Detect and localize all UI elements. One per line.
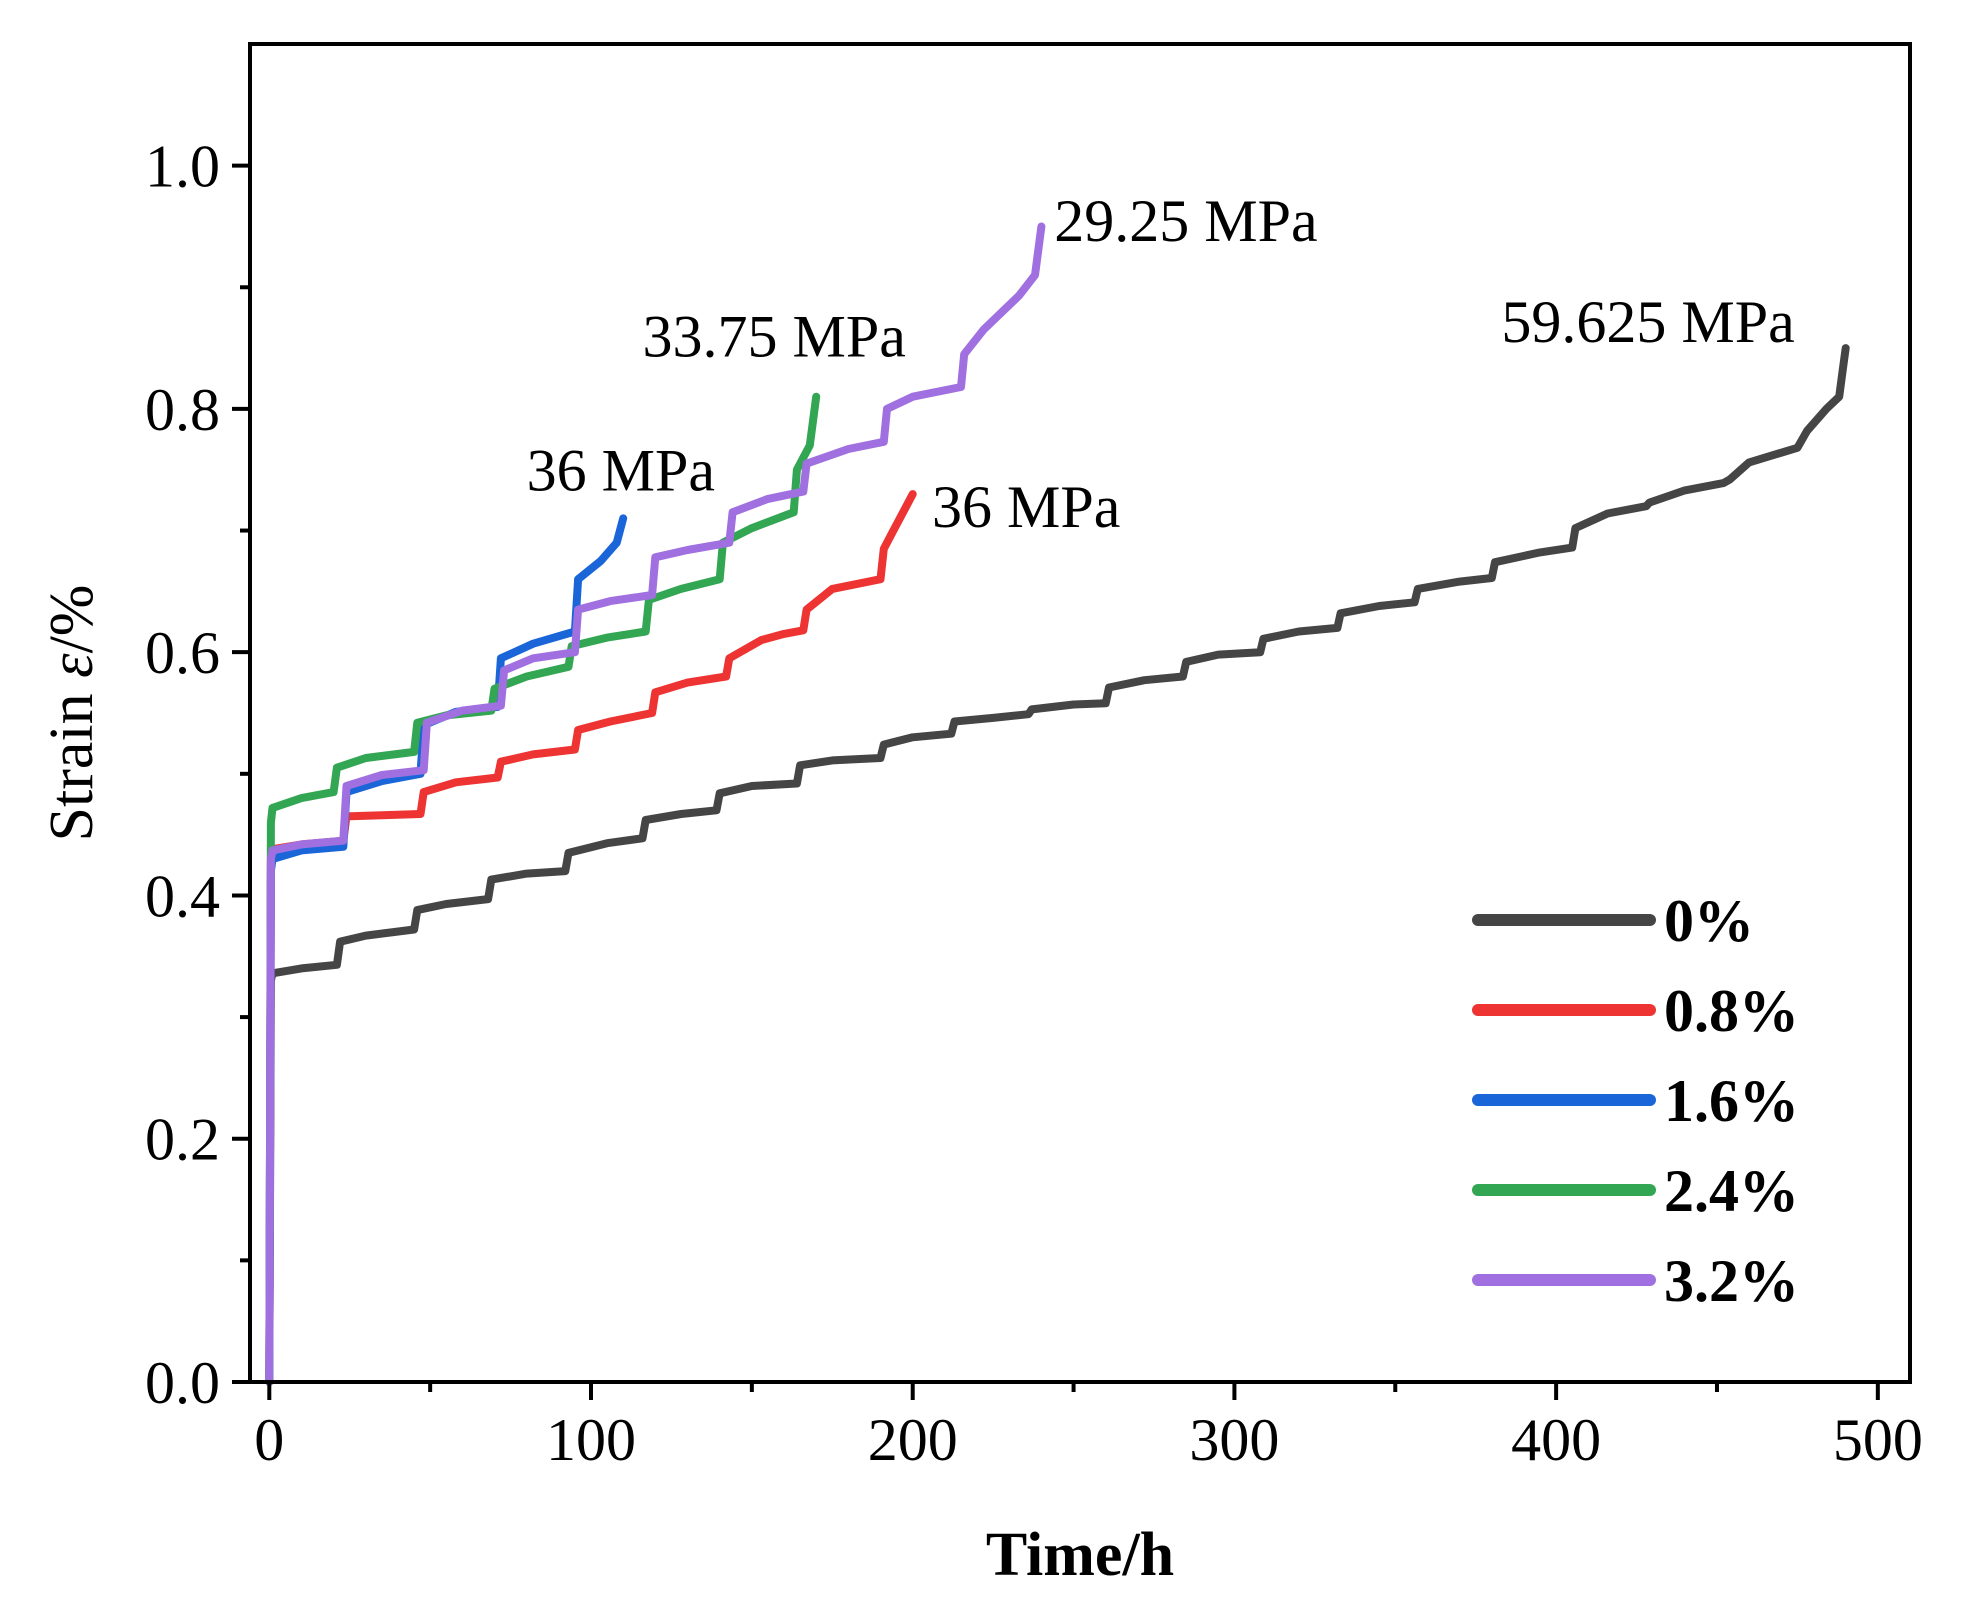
stress-annotation-1: 29.25 MPa — [1054, 188, 1317, 254]
axis-ticks: 0 100 200 300 400 500 0.0 0.2 0.4 0.6 0.8 1.0 — [145, 134, 1923, 1473]
y-tick-label-5: 1.0 — [145, 134, 220, 200]
y-tick-label-2: 0.4 — [145, 863, 220, 929]
x-tick-label-1: 100 — [546, 1407, 636, 1473]
legend: 0% 0.8% 1.6% 2.4% 3.2% — [1472, 888, 1799, 1314]
series-layer — [265, 222, 1850, 1386]
y-axis-title: Strain ε/% — [38, 585, 106, 842]
legend-label-4: 3.2% — [1664, 1248, 1799, 1314]
series-line-4 — [265, 222, 1046, 1386]
stress-annotation-2: 33.75 MPa — [642, 304, 905, 370]
y-axis-title-suffix: /% — [38, 585, 106, 654]
stress-annotation-4: 36 MPa — [932, 474, 1120, 540]
y-axis-title-prefix: Strain — [38, 678, 106, 842]
plot-frame — [248, 42, 1912, 1384]
x-tick-label-3: 300 — [1189, 1407, 1279, 1473]
legend-label-2: 1.6% — [1664, 1068, 1799, 1134]
x-tick-label-0: 0 — [254, 1407, 284, 1473]
y-axis-title-symbol: ε — [38, 653, 106, 678]
stress-annotation-0: 59.625 MPa — [1501, 289, 1794, 355]
y-tick-label-3: 0.6 — [145, 620, 220, 686]
x-tick-label-4: 400 — [1511, 1407, 1601, 1473]
series-line-3 — [265, 392, 821, 1386]
y-tick-label-1: 0.2 — [145, 1107, 220, 1173]
annotations: 59.625 MPa 29.25 MPa 33.75 MPa 36 MPa 36 MPa — [527, 188, 1795, 540]
y-tick-label-4: 0.8 — [145, 377, 220, 443]
legend-label-3: 2.4% — [1664, 1158, 1799, 1224]
series-line-0 — [265, 344, 1850, 1386]
legend-label-0: 0% — [1664, 888, 1754, 954]
y-tick-label-0: 0.0 — [145, 1350, 220, 1416]
x-axis-title: Time/h — [986, 1521, 1174, 1589]
x-tick-label-5: 500 — [1833, 1407, 1923, 1473]
x-tick-label-2: 200 — [868, 1407, 958, 1473]
legend-label-1: 0.8% — [1664, 978, 1799, 1044]
stress-annotation-3: 36 MPa — [527, 437, 715, 503]
